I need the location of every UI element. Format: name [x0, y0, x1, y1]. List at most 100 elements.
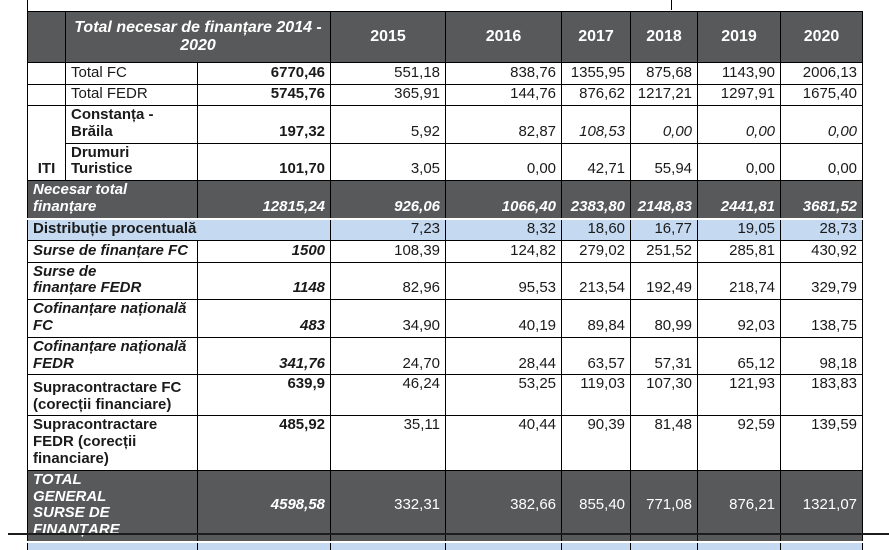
- value-cell: 593,76: [330, 540, 447, 550]
- value-cell: 1377,75: [630, 540, 699, 550]
- total-cell: 101,70: [196, 142, 332, 182]
- row-label: Total FEDR: [65, 84, 198, 106]
- year-header: 2015: [330, 11, 447, 63]
- value-cell: 251,52: [630, 239, 699, 263]
- value-cell: 95,53: [445, 261, 563, 301]
- year-header: 2020: [780, 11, 864, 63]
- value-cell: 16,77: [630, 217, 699, 241]
- value-cell: 46,24: [330, 374, 447, 417]
- value-cell: 81,48: [630, 415, 699, 471]
- percent-row: Distribuție procentuală 7,23 8,32 18,60 …: [26, 217, 864, 241]
- value-cell: 24,70: [330, 336, 447, 376]
- table-edge-artifact: [27, 0, 28, 11]
- value-cell: 35,11: [330, 415, 447, 471]
- row-label: Supracontractare FEDR (corecții financia…: [27, 415, 198, 471]
- value-cell: 89,84: [561, 299, 632, 338]
- value-cell: 218,74: [697, 261, 782, 301]
- value-cell: 2006,13: [780, 62, 864, 85]
- value-cell: 82,96: [330, 261, 447, 301]
- summary-row: Necesar total finanțare 12815,24 926,06 …: [27, 180, 864, 220]
- table-title: Total necesar de finanțare 2014 - 2020: [64, 11, 332, 63]
- value-cell: 108,39: [330, 239, 447, 263]
- value-cell: 382,66: [445, 469, 563, 543]
- value-cell: 0,00: [780, 105, 864, 144]
- value-cell: 285,81: [697, 239, 782, 263]
- value-cell: 65,12: [697, 336, 782, 376]
- value-cell: 138,75: [780, 299, 864, 338]
- value-cell: 40,19: [445, 299, 563, 338]
- total-cell: 1148: [196, 261, 332, 301]
- total-cell: 341,76: [196, 336, 332, 376]
- value-cell: 34,90: [330, 299, 447, 338]
- value-cell: 365,91: [330, 84, 447, 106]
- value-cell: 80,99: [630, 299, 699, 338]
- group-cell: [27, 84, 66, 106]
- value-cell: 2148,83: [630, 180, 699, 220]
- value-cell: 332,31: [330, 469, 447, 543]
- value-cell: 183,83: [780, 374, 864, 417]
- header-row: Total necesar de finanțare 2014 - 2020 2…: [27, 11, 864, 63]
- row-label: TOTAL GENERAL SURSE DE FINANȚARE: [27, 469, 198, 543]
- bottom-rule: [8, 533, 889, 535]
- value-cell: 98,18: [780, 336, 864, 376]
- value-cell: 279,02: [561, 239, 632, 263]
- total-cell: 483: [196, 299, 332, 338]
- value-cell: 3,05: [330, 142, 447, 182]
- total-cell: 1500: [196, 239, 332, 263]
- value-cell: 875,68: [630, 62, 699, 85]
- row-label: TOTAL DEFICIT: [27, 540, 198, 550]
- table-row: Supracontractare FEDR (corecții financia…: [27, 415, 864, 471]
- value-cell: 40,44: [445, 415, 563, 471]
- value-cell: 107,30: [630, 374, 699, 417]
- year-header: 2018: [630, 11, 699, 63]
- value-cell: 5,92: [330, 105, 447, 144]
- value-cell: 119,03: [561, 374, 632, 417]
- value-cell: 0,00: [780, 142, 864, 182]
- value-cell: 42,71: [561, 142, 632, 182]
- value-cell: 329,79: [780, 261, 864, 301]
- value-cell: 771,08: [630, 469, 699, 543]
- value-cell: 124,82: [445, 239, 563, 263]
- row-label: Total FC: [65, 62, 198, 85]
- total-cell: 6770,46: [196, 62, 332, 85]
- total-cell: 639,9: [196, 374, 332, 417]
- value-cell: 0,00: [697, 105, 782, 144]
- value-cell: 82,87: [445, 105, 563, 144]
- value-cell: 430,92: [780, 239, 864, 263]
- row-label: Drumuri Turistice: [65, 142, 198, 182]
- value-cell: 2441,81: [697, 180, 782, 220]
- row-label: Cofinanțare națională FC: [27, 299, 198, 338]
- value-cell: 1217,21: [630, 84, 699, 106]
- value-cell: 855,40: [561, 469, 632, 543]
- value-cell: 1528,41: [561, 540, 632, 550]
- table-row: Surse de finanțare FEDR 1148 82,96 95,53…: [27, 261, 864, 301]
- total-cell: 5745,76: [196, 84, 332, 106]
- value-cell: 1321,07: [780, 469, 864, 543]
- value-cell: 0,00: [697, 142, 782, 182]
- value-cell: 2360,46: [780, 540, 864, 550]
- value-cell: 121,93: [697, 374, 782, 417]
- row-label: Distribuție procentuală: [26, 217, 332, 241]
- financing-table: Total necesar de finanțare 2014 - 2020 2…: [26, 11, 864, 550]
- value-cell: 18,60: [561, 217, 632, 241]
- value-cell: 108,53: [561, 105, 632, 144]
- table-edge-artifact: [671, 0, 672, 10]
- table-row: Cofinanțare națională FC 483 34,90 40,19…: [27, 299, 864, 338]
- value-cell: 57,31: [630, 336, 699, 376]
- value-cell: 92,03: [697, 299, 782, 338]
- row-label: Necesar total finanțare: [27, 180, 198, 220]
- value-cell: 19,05: [697, 217, 782, 241]
- value-cell: 28,44: [445, 336, 563, 376]
- table-row: Total FC 6770,46 551,18 838,76 1355,95 8…: [27, 62, 864, 85]
- deficit-row: TOTAL DEFICIT 8216,66 593,76 683,74 1528…: [27, 540, 864, 550]
- total-cell: 485,92: [196, 415, 332, 471]
- value-cell: 876,21: [697, 469, 782, 543]
- value-cell: 3681,52: [780, 180, 864, 220]
- value-cell: 7,23: [330, 217, 447, 241]
- value-cell: 192,49: [630, 261, 699, 301]
- row-label: Cofinanțare națională FEDR: [27, 336, 198, 376]
- value-cell: 1143,90: [697, 62, 782, 85]
- total-cell: 12815,24: [196, 180, 332, 220]
- table-row: Drumuri Turistice 101,70 3,05 0,00 42,71…: [28, 142, 864, 182]
